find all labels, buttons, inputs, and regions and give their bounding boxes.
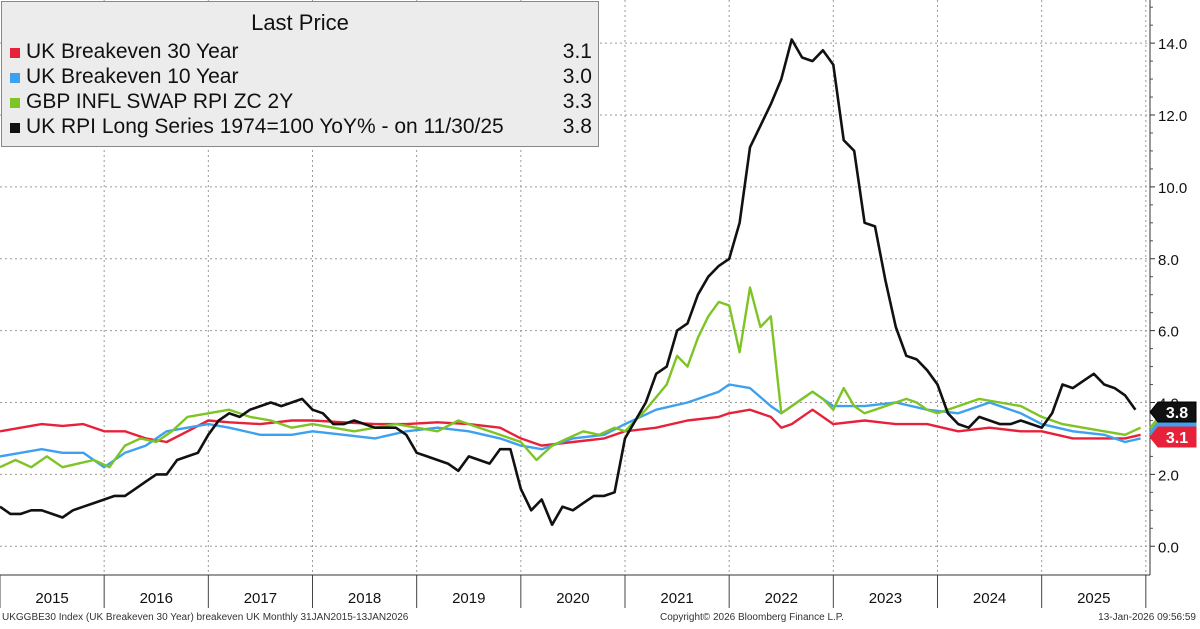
legend-value: 3.0 — [562, 65, 592, 88]
legend-label: UK Breakeven 30 Year — [26, 40, 239, 63]
tag-shape — [1149, 426, 1197, 448]
series-line-3 — [0, 38, 1137, 527]
axis-layer: 0.02.04.06.08.010.012.014.02015201620172… — [0, 0, 1187, 608]
y-tick-label: 6.0 — [1158, 324, 1179, 341]
legend-value: 3.1 — [562, 40, 592, 63]
x-tick-label: 2019 — [452, 590, 485, 607]
series-line-1 — [0, 383, 1141, 469]
legend-label: UK RPI Long Series 1974=100 YoY% - on 11… — [26, 115, 504, 138]
last-value-tags: 3.13.8 — [1149, 401, 1197, 448]
y-tick-label: 8.0 — [1158, 252, 1179, 269]
x-tick-label: 2024 — [973, 590, 1006, 607]
legend-item-rpi-yoy: UK RPI Long Series 1974=100 YoY% - on 11… — [10, 115, 592, 141]
legend-item-rpi-swap: GBP INFL SWAP RPI ZC 2Y 3.3 — [10, 90, 592, 116]
tag-label: 3.8 — [1166, 405, 1188, 422]
legend-label: GBP INFL SWAP RPI ZC 2Y — [26, 90, 294, 113]
legend-item-ukbe10: UK Breakeven 10 Year 3.0 — [10, 65, 592, 91]
legend-swatch — [10, 73, 20, 83]
x-tick-label: 2023 — [869, 590, 902, 607]
legend-value: 3.3 — [562, 90, 592, 113]
x-tick-label: 2015 — [35, 590, 68, 607]
x-tick-label: 2020 — [556, 590, 589, 607]
tag-label: 3.1 — [1166, 430, 1188, 447]
x-tick-label: 2016 — [140, 590, 173, 607]
y-tick-label: 2.0 — [1158, 467, 1179, 484]
series-line-2 — [0, 286, 1142, 469]
legend: Last Price UK Breakeven 30 Year 3.1 UK B… — [1, 1, 599, 147]
footer-copyright: Copyright© 2026 Bloomberg Finance L.P. — [660, 612, 844, 623]
x-tick-label: 2025 — [1077, 590, 1110, 607]
x-tick-label: 2022 — [765, 590, 798, 607]
last-value-tag: 3.8 — [1149, 401, 1197, 423]
legend-swatch — [10, 98, 20, 108]
series-layer — [0, 38, 1142, 527]
x-tick-label: 2021 — [660, 590, 693, 607]
legend-item-ukbe30: UK Breakeven 30 Year 3.1 — [10, 40, 592, 66]
legend-label: UK Breakeven 10 Year — [26, 65, 239, 88]
footer-timestamp: 13-Jan-2026 09:56:59 — [1098, 612, 1196, 623]
tag-shape — [1149, 401, 1197, 423]
y-tick-label: 14.0 — [1158, 36, 1187, 53]
legend-swatch — [10, 123, 20, 133]
legend-value: 3.8 — [562, 115, 592, 138]
y-tick-label: 0.0 — [1158, 539, 1179, 556]
last-value-tag: 3.1 — [1149, 426, 1197, 448]
y-tick-label: 10.0 — [1158, 180, 1187, 197]
y-tick-label: 12.0 — [1158, 108, 1187, 125]
footer-source: UKGGBE30 Index (UK Breakeven 30 Year) br… — [2, 612, 409, 623]
x-tick-label: 2017 — [244, 590, 277, 607]
x-tick-label: 2018 — [348, 590, 381, 607]
legend-swatch — [10, 48, 20, 58]
legend-title: Last Price — [251, 10, 349, 35]
